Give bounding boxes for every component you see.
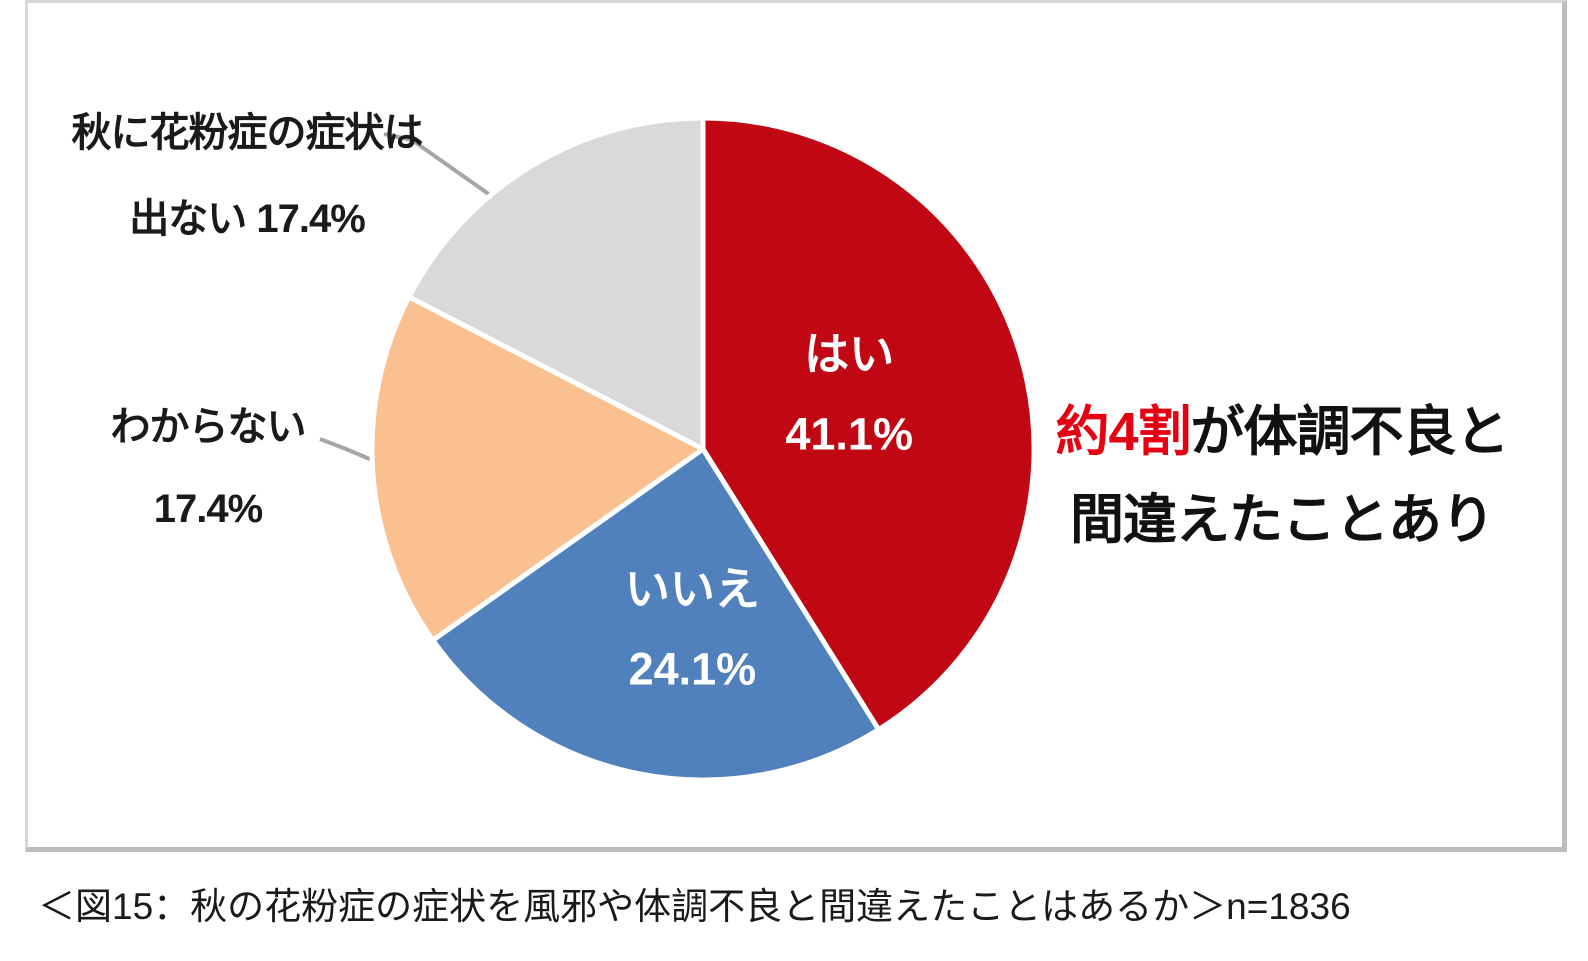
pie-slice-4	[406, 115, 706, 452]
label-dont-know-line2: 17.4%	[153, 487, 263, 531]
leader-line-no-symptoms	[383, 132, 492, 197]
annotation-callout: 約4割が体調不良と 間違えたことあり	[1022, 388, 1542, 564]
pie-slice-3	[369, 294, 706, 643]
annotation-rest: が体調不良と	[1190, 402, 1510, 462]
leader-line-dont-know	[319, 437, 373, 462]
annotation-highlight: 約4割	[1055, 402, 1191, 462]
annotation-line2: 間違えたことあり	[1070, 490, 1495, 550]
slice-label-2: いいえ 24.1%	[625, 564, 760, 695]
figure-caption: ＜図15：秋の花粉症の症状を風邪や体調不良と間違えたことはあるか＞n=1836	[38, 886, 1351, 927]
label-no-symptoms-line2: 出ない 17.4%	[129, 197, 366, 241]
label-dont-know: わからない 17.4%	[88, 386, 328, 550]
pie-slice-2	[430, 446, 882, 783]
label-no-symptoms: 秋に花粉症の症状は 出ない 17.4%	[52, 90, 442, 262]
label-dont-know-line1: わからない	[110, 405, 307, 449]
slice-label-1: はい 41.1%	[785, 329, 913, 460]
label-no-symptoms-line1: 秋に花粉症の症状は	[71, 111, 424, 155]
annotation-line1: 約4割が体調不良と	[1022, 388, 1542, 476]
